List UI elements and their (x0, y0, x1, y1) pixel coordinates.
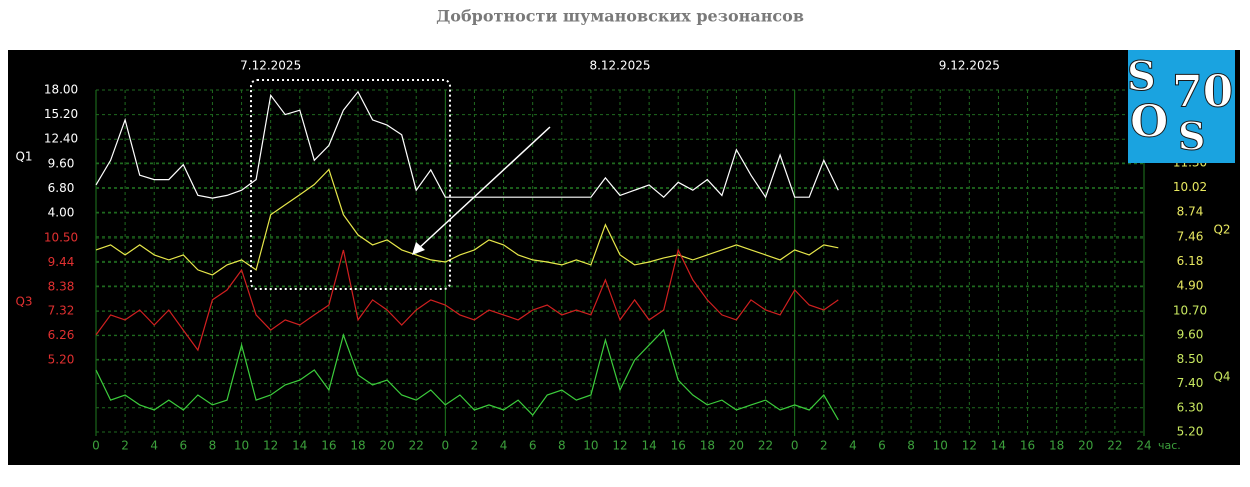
x-tick-label: 4 (500, 439, 508, 453)
axis-label: Q2 (1213, 223, 1230, 237)
y-tick-label: 10.50 (44, 231, 78, 245)
x-axis-unit: час. (1158, 439, 1181, 452)
y-tick-label: 6.18 (1177, 254, 1204, 268)
y-tick-label: 10.02 (1173, 180, 1207, 194)
y-tick-label: 8.74 (1177, 205, 1204, 219)
x-tick-label: 14 (641, 439, 656, 453)
x-tick-label: 22 (758, 439, 773, 453)
y-tick-label: 6.30 (1177, 400, 1204, 414)
logo-letter: S (1127, 53, 1156, 100)
x-tick-label: 0 (92, 439, 100, 453)
y-tick-label: 6.80 (48, 181, 75, 195)
y-tick-label: 10.70 (1173, 304, 1207, 318)
x-tick-label: 10 (234, 439, 249, 453)
x-tick-label: 10 (583, 439, 598, 453)
logo-letter: O (1130, 97, 1168, 148)
x-tick-label: 4 (150, 439, 158, 453)
y-tick-label: 18.00 (44, 83, 78, 97)
x-tick-label: 2 (471, 439, 479, 453)
y-tick-label: 6.26 (48, 328, 75, 342)
x-tick-label: 12 (612, 439, 627, 453)
x-tick-label: 20 (1078, 439, 1093, 453)
x-tick-label: 10 (933, 439, 948, 453)
x-tick-label: 8 (907, 439, 915, 453)
x-tick-label: 24 (1136, 439, 1151, 453)
y-tick-label: 7.40 (1177, 376, 1204, 390)
logo-text: S 70 O S (1127, 53, 1234, 160)
arrow-head (412, 242, 425, 255)
x-tick-label: 12 (962, 439, 977, 453)
x-tick-label: 0 (791, 439, 799, 453)
x-tick-label: 22 (1107, 439, 1122, 453)
x-tick-label: 20 (379, 439, 394, 453)
y-tick-label: 5.20 (48, 353, 75, 367)
y-tick-label: 7.32 (48, 304, 75, 318)
x-tick-label: 16 (671, 439, 686, 453)
date-label: 8.12.2025 (589, 59, 650, 73)
x-tick-label: 6 (878, 439, 886, 453)
x-tick-label: 14 (292, 439, 307, 453)
y-tick-label: 7.46 (1177, 229, 1204, 243)
x-tick-label: 20 (729, 439, 744, 453)
x-tick-label: 6 (180, 439, 188, 453)
x-tick-label: 4 (849, 439, 857, 453)
x-tick-label: 18 (350, 439, 365, 453)
x-tick-label: 6 (529, 439, 537, 453)
axis-label: Q4 (1213, 370, 1230, 384)
x-tick-label: 2 (121, 439, 129, 453)
chart-title: Добротности шумановских резонансов (436, 7, 804, 26)
date-label: 7.12.2025 (240, 59, 301, 73)
x-tick-label: 12 (263, 439, 278, 453)
x-tick-label: 2 (820, 439, 828, 453)
series-line (95, 248, 839, 352)
y-tick-label: 4.90 (1177, 279, 1204, 293)
labels: 0 2 4 6 8 10 12 14 16 18 20 22 0 2 4 6 8 10 12 14 16 18 20 22 0 2… (15, 59, 1230, 453)
series-line (95, 90, 839, 199)
x-tick-label: 0 (442, 439, 450, 453)
x-tick-label: 8 (209, 439, 217, 453)
y-tick-label: 15.20 (44, 107, 78, 121)
arrow (417, 126, 551, 250)
axis-label: Q1 (15, 150, 32, 164)
y-tick-label: 9.60 (48, 156, 75, 170)
x-tick-label: 16 (321, 439, 336, 453)
logo-letter: S (1178, 114, 1205, 159)
y-tick-label: 12.40 (44, 132, 78, 146)
y-tick-label: 5.20 (1177, 425, 1204, 439)
logo (1128, 50, 1235, 163)
x-tick-label: 16 (1020, 439, 1035, 453)
x-tick-label: 18 (700, 439, 715, 453)
x-tick-label: 18 (1049, 439, 1064, 453)
y-tick-label: 8.50 (1177, 352, 1204, 366)
x-tick-label: 22 (409, 439, 424, 453)
logo-number: 70 (1172, 67, 1233, 118)
y-tick-label: 4.00 (48, 206, 75, 220)
highlight-box (250, 79, 451, 290)
y-tick-label: 9.60 (1177, 328, 1204, 342)
series-line (95, 328, 839, 421)
date-label: 9.12.2025 (939, 59, 1000, 73)
axis-label: Q3 (15, 295, 32, 309)
y-tick-label: 8.38 (48, 279, 75, 293)
series-lines (95, 90, 839, 421)
y-tick-label: 9.44 (48, 255, 75, 269)
series-line (95, 168, 839, 276)
x-tick-label: 8 (558, 439, 566, 453)
x-tick-label: 14 (991, 439, 1006, 453)
